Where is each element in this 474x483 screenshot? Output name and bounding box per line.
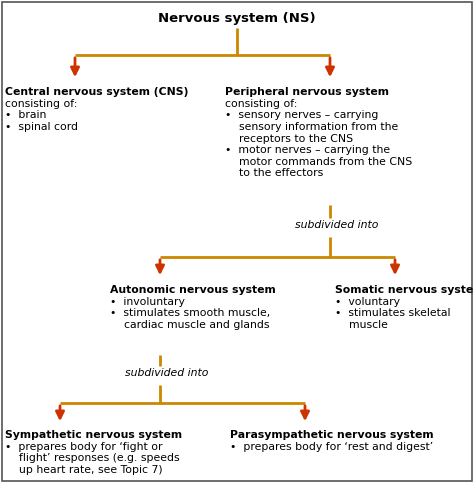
Text: Autonomic nervous system: Autonomic nervous system bbox=[110, 285, 276, 295]
Text: •  prepares body for ‘fight or
    flight’ responses (e.g. speeds
    up heart r: • prepares body for ‘fight or flight’ re… bbox=[5, 442, 180, 475]
Text: Somatic nervous system: Somatic nervous system bbox=[335, 285, 474, 295]
Text: Parasympathetic nervous system: Parasympathetic nervous system bbox=[230, 430, 434, 440]
Text: subdivided into: subdivided into bbox=[125, 368, 209, 378]
Text: Sympathetic nervous system: Sympathetic nervous system bbox=[5, 430, 182, 440]
Text: subdivided into: subdivided into bbox=[295, 220, 378, 230]
Text: •  voluntary
•  stimulates skeletal
    muscle: • voluntary • stimulates skeletal muscle bbox=[335, 297, 450, 330]
Text: consisting of:
•  brain
•  spinal cord: consisting of: • brain • spinal cord bbox=[5, 99, 78, 132]
Text: consisting of:
•  sensory nerves – carrying
    sensory information from the
   : consisting of: • sensory nerves – carryi… bbox=[225, 99, 412, 178]
Text: Nervous system (NS): Nervous system (NS) bbox=[158, 12, 316, 25]
Text: •  involuntary
•  stimulates smooth muscle,
    cardiac muscle and glands: • involuntary • stimulates smooth muscle… bbox=[110, 297, 270, 330]
Text: Central nervous system (CNS): Central nervous system (CNS) bbox=[5, 87, 188, 97]
Text: Peripheral nervous system: Peripheral nervous system bbox=[225, 87, 389, 97]
Text: •  prepares body for ‘rest and digest’: • prepares body for ‘rest and digest’ bbox=[230, 442, 433, 452]
